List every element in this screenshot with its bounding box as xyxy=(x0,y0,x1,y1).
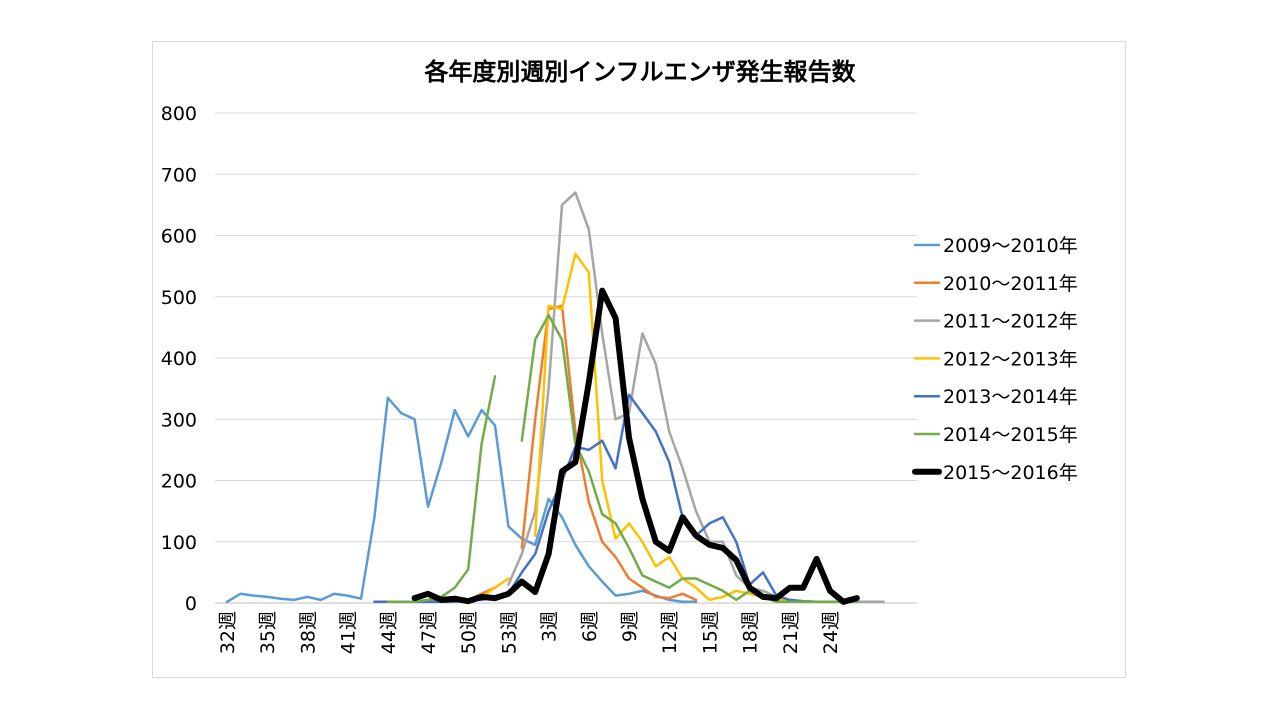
y-tick-label: 400 xyxy=(161,348,197,370)
y-tick-label: 100 xyxy=(161,532,197,554)
x-tick-label: 38週 xyxy=(297,611,319,654)
series-line-2 xyxy=(507,191,885,604)
legend-label: 2010～2011年 xyxy=(943,273,1078,295)
legend-label: 2012～2013年 xyxy=(943,348,1078,370)
x-tick-label: 35週 xyxy=(257,611,279,654)
legend-label: 2011～2012年 xyxy=(943,311,1078,333)
x-tick-label: 41週 xyxy=(338,611,360,654)
x-tick-label: 6週 xyxy=(579,611,601,642)
series-line-4 xyxy=(373,393,859,604)
x-tick-label: 21週 xyxy=(780,611,802,654)
series-line-6 xyxy=(411,287,860,605)
series-line-0 xyxy=(225,396,698,604)
x-tick-label: 32週 xyxy=(217,611,239,654)
x-tick-label: 3週 xyxy=(539,611,561,642)
y-tick-label: 600 xyxy=(161,226,197,248)
chart-area: 各年度別週別インフルエンザ発生報告数 0 100 200 300 400 500 600 700… xyxy=(152,41,1126,678)
chart-title: 各年度別週別インフルエンザ発生報告数 xyxy=(423,58,856,86)
legend-label: 2009～2010年 xyxy=(943,235,1078,257)
legend-label: 2014～2015年 xyxy=(943,424,1078,446)
x-tick-label: 9週 xyxy=(619,611,641,642)
y-tick-label: 300 xyxy=(161,409,197,431)
y-tick-label: 200 xyxy=(161,471,197,493)
line-chart: 各年度別週別インフルエンザ発生報告数 0 100 200 300 400 500 600 700… xyxy=(161,58,1078,654)
x-tick-label: 24週 xyxy=(820,611,842,654)
legend-label: 2013～2014年 xyxy=(943,386,1078,408)
y-tick-label: 500 xyxy=(161,287,197,309)
x-tick-label: 50週 xyxy=(458,611,480,654)
x-tick-label: 18週 xyxy=(740,611,762,654)
x-tick-label: 44週 xyxy=(378,611,400,654)
y-tick-label: 0 xyxy=(185,593,197,615)
legend-label: 2015～2016年 xyxy=(943,462,1078,484)
x-tick-label: 15週 xyxy=(699,611,721,654)
x-tick-label: 12週 xyxy=(659,611,681,654)
x-tick-label: 53週 xyxy=(498,611,520,654)
x-tick-label: 47週 xyxy=(418,611,440,654)
y-tick-label: 700 xyxy=(161,164,197,186)
y-tick-label: 800 xyxy=(161,103,197,125)
